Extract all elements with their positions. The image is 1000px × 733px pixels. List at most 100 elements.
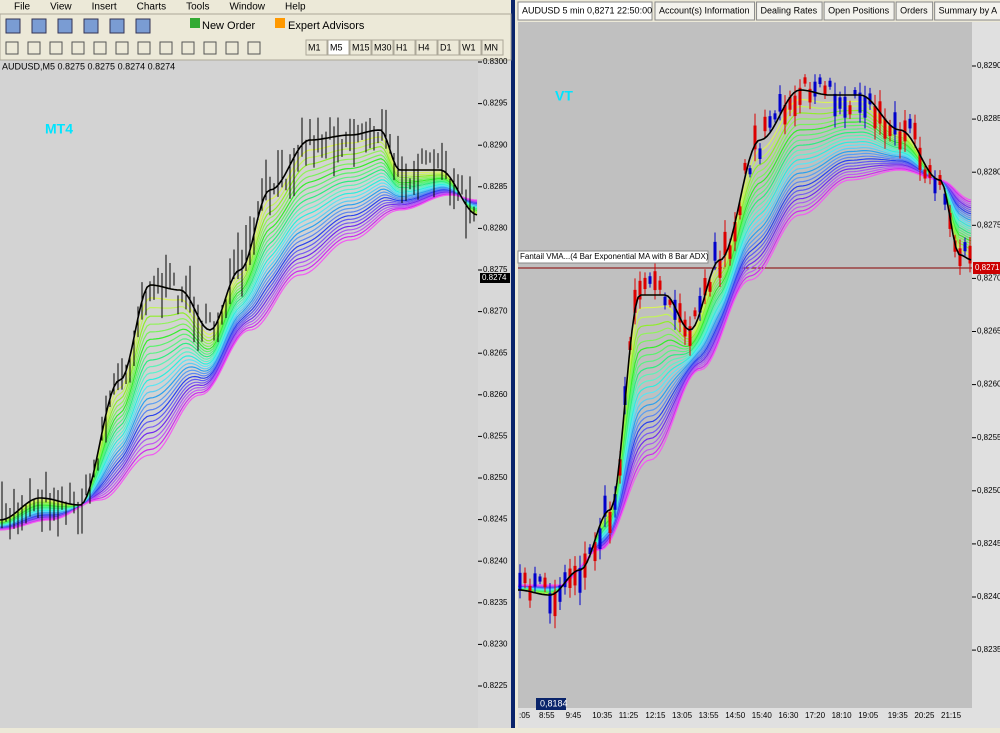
timeframe-button[interactable] xyxy=(393,39,416,56)
mt4-current-price: 0.8274 xyxy=(482,273,507,282)
tool-icon xyxy=(225,41,239,55)
menu-item[interactable]: File xyxy=(14,2,31,13)
candle-body xyxy=(703,277,707,296)
tool-icon xyxy=(49,41,63,55)
vt-price-label: 0,8275 xyxy=(977,220,1000,229)
candle-body xyxy=(918,147,922,170)
vt-time-label: 19:05 xyxy=(858,711,879,720)
mt4-price-label: 0.8280 xyxy=(483,224,508,233)
timeframe-button[interactable] xyxy=(437,39,460,56)
vt-time-axis xyxy=(518,708,1000,728)
candle-body xyxy=(668,299,672,305)
mt4-price-label: 0.8265 xyxy=(483,348,508,357)
menu-item[interactable]: Help xyxy=(285,2,306,13)
candle-body xyxy=(608,511,612,533)
timeframe-button[interactable] xyxy=(481,39,504,56)
candle-body xyxy=(708,281,712,292)
candle-body xyxy=(553,591,557,617)
timeframe-button[interactable] xyxy=(459,39,482,56)
tool-icon xyxy=(115,41,129,55)
menu-item[interactable]: View xyxy=(50,2,72,13)
tool-icon xyxy=(203,41,217,55)
candle-body xyxy=(923,169,927,179)
timeframe-button[interactable] xyxy=(327,39,350,56)
candle-body xyxy=(748,168,752,175)
timeframe-label: M30 xyxy=(374,42,392,52)
vt-tab[interactable] xyxy=(756,1,823,21)
menu-item[interactable]: Charts xyxy=(137,2,166,13)
candle-body xyxy=(763,116,767,132)
vt-tab[interactable] xyxy=(895,1,934,21)
vt-tab[interactable] xyxy=(934,1,1000,21)
candle-body xyxy=(808,88,812,103)
menu-item[interactable]: Tools xyxy=(186,2,209,13)
vt-time-label: 12:15 xyxy=(645,711,666,720)
tool-icon xyxy=(93,41,107,55)
timeframe-button[interactable] xyxy=(349,39,372,56)
vt-price-axis xyxy=(972,22,1000,708)
toolbar-icon xyxy=(83,18,99,34)
candle-body xyxy=(558,585,562,602)
mt4-price-label: 0.8235 xyxy=(483,598,508,607)
candle-body xyxy=(643,277,647,290)
menu-item[interactable]: Insert xyxy=(92,2,117,13)
candle-body xyxy=(598,528,602,550)
candle-body xyxy=(663,296,667,306)
mt4-price-label: 0.8300 xyxy=(483,57,508,66)
timeframe-label: M1 xyxy=(308,42,321,52)
vt-tab-label: Dealing Rates xyxy=(761,5,818,15)
vt-current-price: 0,8271 xyxy=(975,263,1000,272)
candle-body xyxy=(613,494,617,510)
tool-icon xyxy=(71,41,85,55)
vt-price-label: 0,8240 xyxy=(977,592,1000,601)
mt4-price-box xyxy=(480,273,510,283)
vt-time-label: 20:25 xyxy=(914,711,935,720)
vt-title-tab[interactable] xyxy=(517,1,653,21)
candle-body xyxy=(723,231,727,256)
mt4-plot xyxy=(0,60,478,728)
candle-body xyxy=(518,572,522,590)
mt4-price-label: 0.8260 xyxy=(483,390,508,399)
menu-item[interactable]: Window xyxy=(229,2,265,13)
fast-line xyxy=(517,89,972,596)
mt4-price-label: 0.8230 xyxy=(483,640,508,649)
mt4-price-label: 0.8295 xyxy=(483,99,508,108)
candle-body xyxy=(673,299,677,320)
timeframe-button[interactable] xyxy=(371,39,394,56)
timeframe-button[interactable] xyxy=(305,39,328,56)
toolbar-icon xyxy=(109,18,125,34)
timeframe-button[interactable] xyxy=(415,39,438,56)
vt-chart xyxy=(517,65,976,710)
candle-body xyxy=(568,568,572,588)
vt-time-label: 18:10 xyxy=(832,711,853,720)
vt-time-label: 17:20 xyxy=(805,711,826,720)
vt-time-label: 11:25 xyxy=(619,711,639,720)
candle-body xyxy=(693,310,697,317)
candle-body xyxy=(823,85,827,95)
vt-price-label: 0,8255 xyxy=(977,433,1000,442)
mt4-price-label: 0.8255 xyxy=(483,432,508,441)
indicator-box xyxy=(517,250,709,264)
candle-body xyxy=(638,280,642,300)
vt-price-label: 0,8285 xyxy=(977,114,1000,123)
toolbar-icon xyxy=(31,18,47,34)
candle-body xyxy=(573,565,577,586)
expert-advisors-button[interactable]: Expert Advisors xyxy=(288,20,365,32)
vt-tab[interactable] xyxy=(654,1,756,21)
candle-body xyxy=(633,289,637,313)
tool-icon xyxy=(247,41,261,55)
candle-body xyxy=(813,81,817,97)
candle-body xyxy=(963,242,967,252)
candle-body xyxy=(683,319,687,337)
mt4-chart xyxy=(0,61,482,687)
candle-body xyxy=(853,89,857,96)
candle-body xyxy=(563,572,567,588)
candle-body xyxy=(658,280,662,290)
candle-body xyxy=(833,93,837,117)
candle-body xyxy=(713,241,717,261)
candle-body xyxy=(538,576,542,582)
mt4-price-axis xyxy=(478,60,511,728)
vt-tab[interactable] xyxy=(823,1,895,21)
candle-body xyxy=(523,572,527,584)
new-order-button[interactable]: New Order xyxy=(202,20,256,32)
